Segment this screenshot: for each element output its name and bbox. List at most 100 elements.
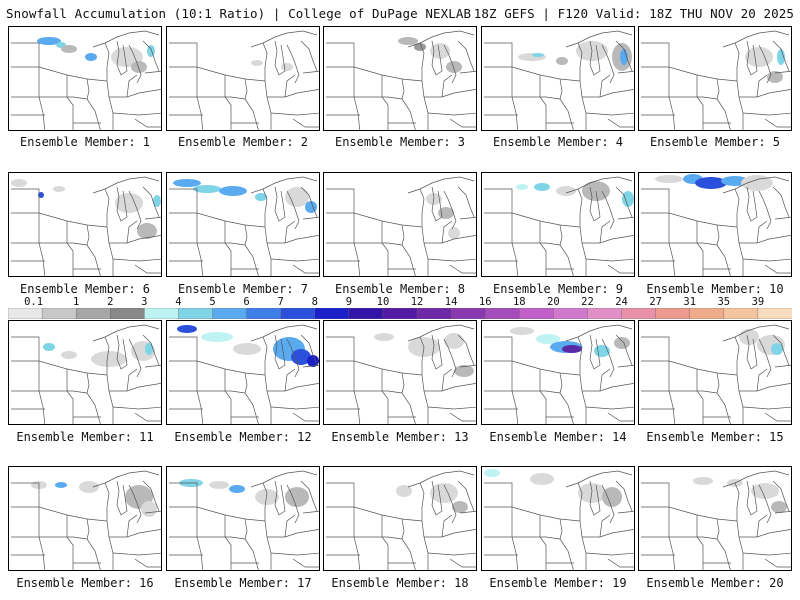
member-label: Ensemble Member: 2 bbox=[177, 135, 309, 149]
colorbar-tick-label: 10 bbox=[376, 296, 390, 308]
boundary-line bbox=[144, 70, 161, 74]
boundary-line bbox=[284, 74, 296, 98]
snowfall-area bbox=[454, 365, 474, 377]
member-label: Ensemble Member: 4 bbox=[492, 135, 624, 149]
boundary-line bbox=[128, 484, 142, 524]
snowfall-area bbox=[556, 186, 576, 196]
boundary-line bbox=[300, 186, 318, 218]
boundary-line bbox=[431, 480, 443, 516]
boundary-line bbox=[250, 470, 318, 488]
member-label: Ensemble Member: 6 bbox=[19, 282, 151, 296]
boundary-line bbox=[421, 374, 429, 424]
boundary-line bbox=[381, 515, 389, 570]
boundary-line bbox=[92, 470, 160, 488]
ensemble-map-panel bbox=[481, 466, 635, 571]
boundary-line bbox=[286, 44, 300, 84]
snowfall-area bbox=[614, 337, 630, 349]
boundary-line bbox=[302, 70, 319, 74]
boundary-line bbox=[716, 518, 720, 540]
boundary-line bbox=[72, 390, 101, 424]
colorbar-swatch bbox=[212, 308, 248, 319]
snowfall-area bbox=[532, 53, 544, 57]
member-label: Ensemble Member: 15 bbox=[646, 430, 784, 444]
member-label: Ensemble Member: 13 bbox=[331, 430, 469, 444]
boundary-line bbox=[739, 234, 791, 244]
snowfall-area bbox=[145, 343, 153, 355]
snowfall-map bbox=[641, 324, 791, 424]
boundary-line bbox=[511, 67, 519, 130]
boundary-line bbox=[457, 334, 475, 366]
boundary-line bbox=[443, 484, 457, 524]
boundary-line bbox=[539, 515, 547, 570]
boundary-line bbox=[38, 361, 46, 424]
boundary-line bbox=[224, 369, 232, 424]
boundary-line bbox=[716, 372, 720, 394]
snowfall-area bbox=[396, 485, 412, 497]
boundary-line bbox=[582, 382, 634, 392]
boundary-line bbox=[134, 264, 161, 274]
boundary-line bbox=[11, 188, 108, 228]
boundary-line bbox=[601, 190, 615, 230]
boundary-line bbox=[577, 42, 583, 81]
boundary-line bbox=[539, 75, 547, 130]
ensemble-map-panel bbox=[638, 466, 792, 571]
boundary-line bbox=[758, 338, 772, 378]
snowfall-area bbox=[251, 60, 263, 66]
boundary-line bbox=[559, 78, 563, 100]
snowfall-area bbox=[137, 223, 157, 239]
boundary-line bbox=[134, 118, 161, 128]
boundary-line bbox=[511, 361, 519, 424]
snowfall-area bbox=[534, 183, 550, 191]
boundary-line bbox=[407, 470, 475, 488]
boundary-line bbox=[109, 382, 161, 392]
colorbar-tick-label: 12 bbox=[410, 296, 424, 308]
boundary-line bbox=[441, 514, 453, 538]
boundary-line bbox=[387, 96, 416, 130]
member-label: Ensemble Member: 3 bbox=[334, 135, 466, 149]
boundary-line bbox=[407, 176, 475, 194]
boundary-line bbox=[407, 30, 475, 48]
colorbar-swatch bbox=[553, 308, 589, 319]
boundary-line bbox=[387, 390, 416, 424]
boundary-line bbox=[230, 390, 259, 424]
colorbar-tick-label: 9 bbox=[345, 296, 353, 308]
boundary-line bbox=[617, 70, 634, 74]
boundary-line bbox=[443, 44, 457, 84]
boundary-line bbox=[736, 374, 744, 424]
snowfall-area bbox=[201, 332, 233, 342]
boundary-line bbox=[756, 514, 768, 538]
boundary-line bbox=[696, 515, 704, 570]
boundary-line bbox=[582, 88, 634, 98]
boundary-line bbox=[262, 188, 268, 227]
boundary-line bbox=[739, 88, 791, 98]
boundary-line bbox=[38, 507, 46, 570]
snowfall-area bbox=[209, 481, 229, 489]
snowfall-area bbox=[43, 343, 55, 351]
snowfall-area bbox=[53, 186, 65, 192]
boundary-line bbox=[617, 510, 634, 514]
boundary-line bbox=[545, 390, 574, 424]
snowfall-area bbox=[281, 63, 293, 71]
boundary-line bbox=[484, 482, 581, 522]
ensemble-map-panel bbox=[323, 466, 477, 571]
boundary-line bbox=[441, 220, 453, 244]
boundary-line bbox=[126, 368, 138, 392]
snowfall-area bbox=[484, 469, 500, 477]
boundary-line bbox=[641, 482, 738, 522]
boundary-line bbox=[116, 186, 128, 222]
boundary-line bbox=[589, 186, 601, 222]
snowfall-area bbox=[556, 57, 568, 65]
boundary-line bbox=[274, 186, 286, 222]
boundary-line bbox=[443, 338, 457, 378]
boundary-line bbox=[286, 338, 300, 378]
boundary-line bbox=[86, 518, 90, 540]
boundary-line bbox=[419, 482, 425, 521]
boundary-line bbox=[758, 484, 772, 524]
boundary-line bbox=[696, 369, 704, 424]
boundary-line bbox=[381, 75, 389, 130]
boundary-line bbox=[607, 264, 634, 274]
colorbar-swatch bbox=[655, 308, 691, 319]
boundary-line bbox=[764, 264, 791, 274]
boundary-line bbox=[668, 507, 676, 570]
boundary-line bbox=[109, 528, 161, 538]
